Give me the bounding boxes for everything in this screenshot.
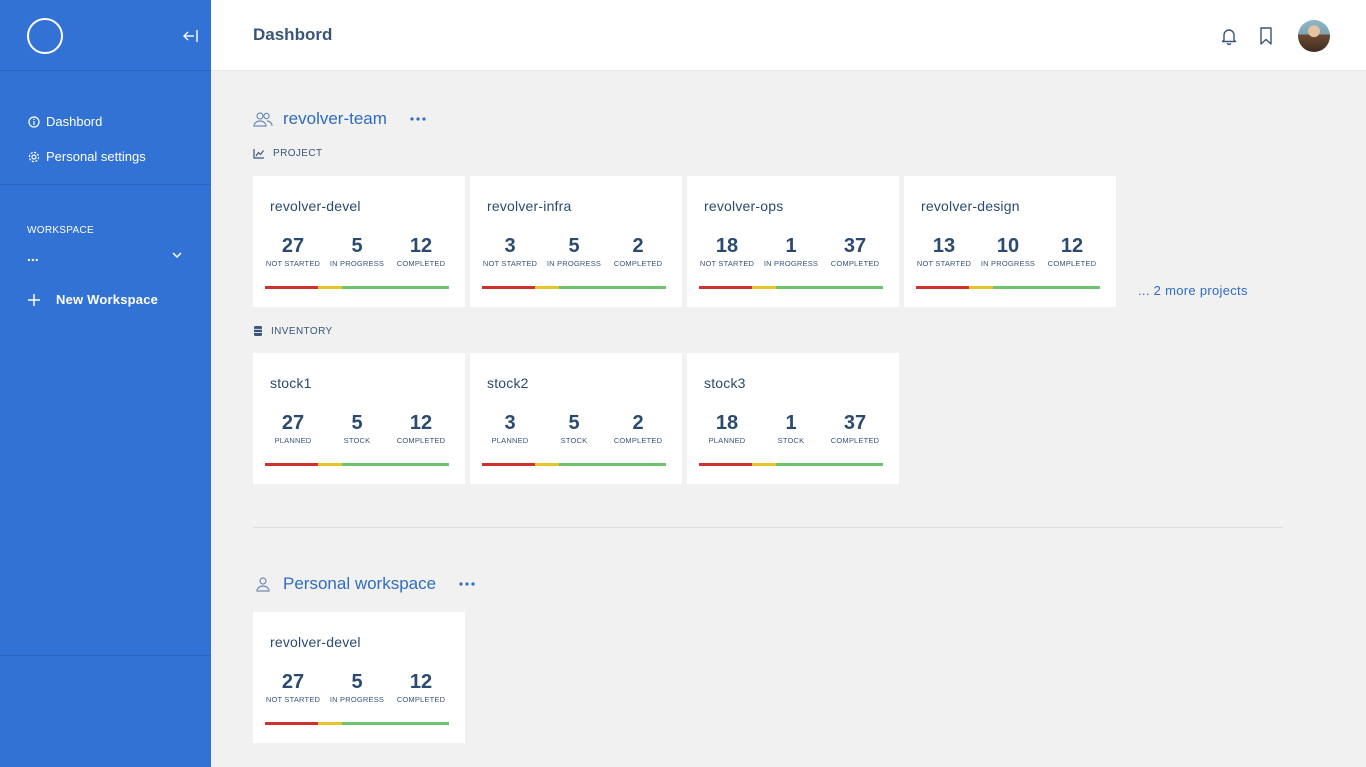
inventory-card-stock2[interactable]: stock2 3 PLANNED 5 STOCK 2 COMPLETED bbox=[470, 353, 682, 484]
new-workspace-button[interactable]: New Workspace bbox=[0, 292, 211, 307]
section-label-inventory: INVENTORY bbox=[253, 325, 333, 337]
project-card-revolver-design[interactable]: revolver-design 13 NOT STARTED 10 IN PROGR… bbox=[904, 176, 1116, 307]
progress-bar bbox=[265, 722, 449, 725]
stat-completed: 2 bbox=[632, 235, 644, 257]
card-title: revolver-infra bbox=[487, 198, 572, 214]
sidebar-top bbox=[0, 0, 211, 71]
progress-bar bbox=[265, 286, 449, 289]
stat-completed: 37 bbox=[843, 412, 867, 434]
user-icon bbox=[256, 577, 270, 592]
card-title: revolver-devel bbox=[270, 634, 361, 650]
stat-in-progress: 5 bbox=[568, 235, 580, 257]
progress-bar bbox=[265, 463, 449, 466]
stat-in-progress: 5 bbox=[351, 235, 363, 257]
stat-completed: 12 bbox=[409, 671, 433, 693]
stat-in-progress: 10 bbox=[996, 235, 1020, 257]
more-options-icon[interactable] bbox=[409, 116, 427, 122]
project-card-revolver-infra[interactable]: revolver-infra 3 NOT STARTED 5 IN PROGRESS… bbox=[470, 176, 682, 307]
progress-bar bbox=[482, 463, 666, 466]
section-label-project: PROJECT bbox=[253, 148, 322, 159]
stat-not-started: 13 bbox=[932, 235, 956, 257]
stat-in-progress: 1 bbox=[785, 235, 797, 257]
sidebar-nav: Dashbord Personal settings bbox=[0, 71, 211, 185]
workspace-label: WORKSPACE bbox=[27, 225, 94, 236]
workspace-divider bbox=[253, 527, 1283, 528]
progress-bar bbox=[916, 286, 1100, 289]
sidebar-item-label: Dashbord bbox=[46, 114, 103, 129]
workspace-value: ... bbox=[27, 248, 39, 264]
project-card-revolver-ops[interactable]: revolver-ops 18 NOT STARTED 1 IN PROGRESS … bbox=[687, 176, 899, 307]
project-card-personal-revolver-devel[interactable]: revolver-devel 27 NOT STARTED 5 IN PROGRES… bbox=[253, 612, 465, 743]
stat-completed: 37 bbox=[843, 235, 867, 257]
stat-not-started: 27 bbox=[281, 235, 305, 257]
stat-not-started: 18 bbox=[715, 235, 739, 257]
stat-completed: 12 bbox=[409, 235, 433, 257]
stat-stock: 5 bbox=[351, 412, 363, 434]
stat-not-started: 3 bbox=[504, 235, 516, 257]
avatar[interactable] bbox=[1298, 20, 1330, 52]
progress-bar bbox=[699, 286, 883, 289]
bookmark-icon[interactable] bbox=[1256, 26, 1276, 46]
sidebar-item-label: Personal settings bbox=[46, 149, 146, 164]
workspace-header-team: revolver-team bbox=[253, 109, 427, 129]
stat-stock: 5 bbox=[568, 412, 580, 434]
stat-completed: 2 bbox=[632, 412, 644, 434]
logo-icon[interactable] bbox=[27, 18, 63, 54]
database-icon bbox=[254, 326, 262, 336]
progress-bar bbox=[482, 286, 666, 289]
sidebar: Dashbord Personal settings WORKSPACE ...… bbox=[0, 0, 211, 767]
stat-planned: 3 bbox=[504, 412, 516, 434]
sidebar-item-personal-settings[interactable]: Personal settings bbox=[0, 139, 211, 174]
stat-planned: 18 bbox=[715, 412, 739, 434]
workspace-title: Personal workspace bbox=[283, 574, 437, 593]
card-title: revolver-devel bbox=[270, 198, 361, 214]
workspace-title: revolver-team bbox=[283, 109, 387, 128]
gear-icon bbox=[28, 151, 40, 162]
stat-not-started: 27 bbox=[281, 671, 305, 693]
collapse-sidebar-icon[interactable] bbox=[182, 27, 200, 45]
sidebar-divider bbox=[0, 655, 211, 656]
card-title: revolver-ops bbox=[704, 198, 784, 214]
sidebar-item-dashboard[interactable]: Dashbord bbox=[0, 104, 211, 139]
more-projects-link[interactable]: ... 2 more projects bbox=[1138, 283, 1248, 298]
info-icon bbox=[28, 115, 40, 128]
stat-completed: 12 bbox=[1060, 235, 1084, 257]
card-title: stock2 bbox=[487, 375, 529, 391]
progress-bar bbox=[699, 463, 883, 466]
new-workspace-label: New Workspace bbox=[56, 292, 159, 307]
card-title: stock3 bbox=[704, 375, 746, 391]
project-card-revolver-devel[interactable]: revolver-devel 27 NOT STARTED 5 IN PROGRES… bbox=[253, 176, 465, 307]
more-options-icon[interactable] bbox=[458, 581, 476, 587]
inventory-card-stock3[interactable]: stock3 18 PLANNED 1 STOCK 37 COMPLETED bbox=[687, 353, 899, 484]
card-title: stock1 bbox=[270, 375, 312, 391]
chart-line-icon bbox=[253, 149, 264, 159]
stat-stock: 1 bbox=[785, 412, 797, 434]
stat-in-progress: 5 bbox=[351, 671, 363, 693]
top-header: Dashbord bbox=[211, 0, 1366, 71]
inventory-card-stock1[interactable]: stock1 27 PLANNED 5 STOCK 12 COMPLETED bbox=[253, 353, 465, 484]
workspace-header-personal: Personal workspace bbox=[253, 574, 476, 594]
card-title: revolver-design bbox=[921, 198, 1020, 214]
stat-planned: 27 bbox=[281, 412, 305, 434]
team-icon bbox=[253, 112, 273, 127]
chevron-down-icon bbox=[172, 252, 182, 259]
bell-icon[interactable] bbox=[1219, 26, 1239, 46]
page-title: Dashbord bbox=[253, 25, 333, 44]
workspace-select[interactable]: ... bbox=[0, 248, 211, 268]
plus-icon bbox=[28, 293, 40, 306]
stat-completed: 12 bbox=[409, 412, 433, 434]
